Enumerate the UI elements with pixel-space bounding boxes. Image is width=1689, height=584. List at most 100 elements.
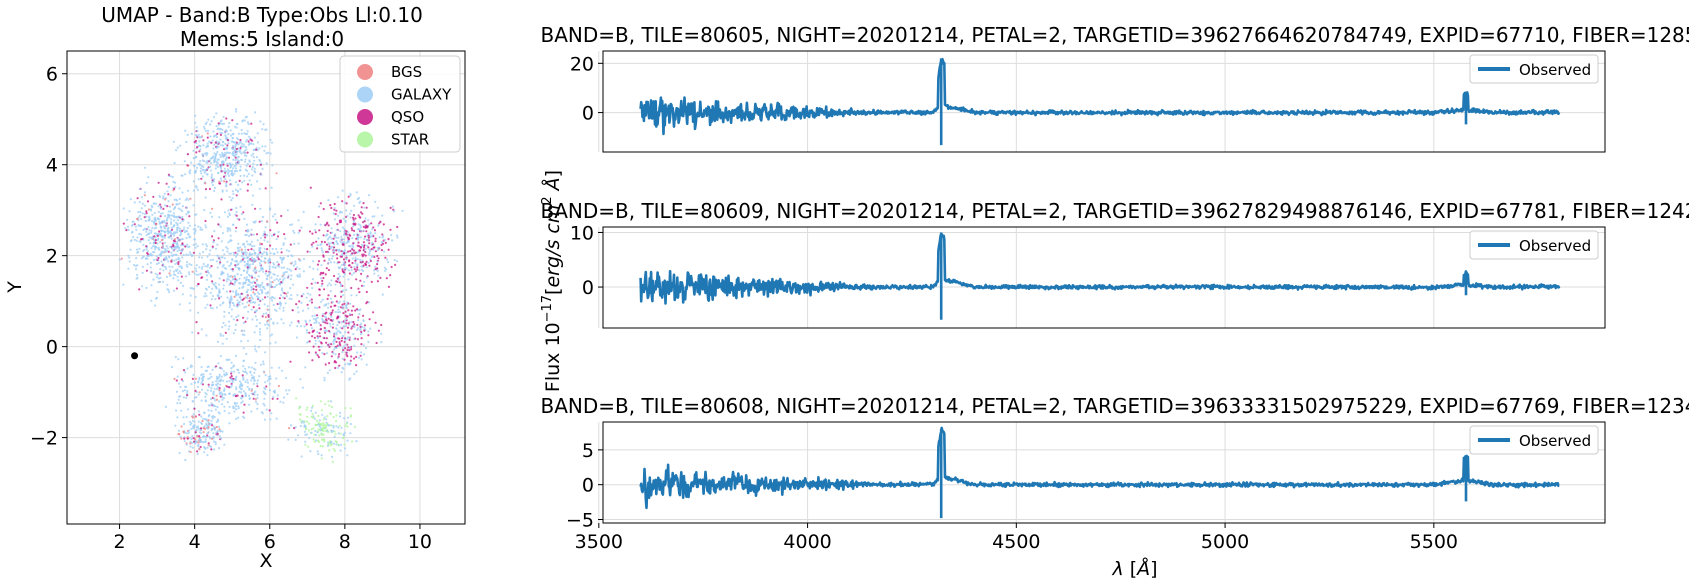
umap-point [318, 229, 321, 232]
umap-point [204, 168, 207, 171]
umap-point [279, 257, 282, 260]
umap-point [307, 429, 310, 432]
umap-point [207, 419, 210, 422]
umap-point [208, 159, 211, 162]
umap-point [256, 255, 259, 258]
umap-point [210, 427, 213, 431]
umap-point [389, 274, 392, 277]
umap-point [347, 322, 350, 325]
umap-point [323, 259, 326, 262]
umap-point [334, 283, 337, 286]
umap-point [176, 268, 179, 271]
umap-point [345, 337, 349, 340]
umap-point [306, 303, 309, 306]
umap-point [342, 241, 345, 244]
umap-point [376, 267, 379, 270]
umap-point [222, 155, 225, 158]
umap-point [275, 247, 278, 251]
umap-point [259, 163, 262, 166]
umap-point [202, 262, 205, 266]
umap-point [215, 398, 218, 401]
umap-point [178, 230, 181, 233]
spectrum-legend-label: Observed [1519, 61, 1591, 79]
umap-point [226, 273, 229, 276]
umap-point [233, 274, 236, 277]
umap-point [390, 265, 393, 269]
umap-point [145, 210, 148, 213]
umap-point [201, 276, 204, 279]
umap-point [213, 283, 216, 286]
umap-point [231, 163, 234, 166]
umap-point [327, 306, 330, 309]
umap-point [277, 384, 280, 388]
umap-point [239, 150, 242, 154]
umap-point [237, 132, 240, 135]
umap-point [227, 142, 230, 145]
umap-point [184, 458, 187, 462]
umap-point [371, 215, 374, 218]
umap-point [194, 415, 197, 418]
umap-point [337, 426, 340, 429]
umap-point [329, 204, 332, 207]
umap-point [133, 201, 136, 204]
umap-point [373, 215, 376, 218]
umap-point [140, 196, 143, 199]
umap-point [223, 393, 226, 396]
umap-point [178, 187, 181, 190]
wavelength-x-axis-label: λ [Å] [1111, 557, 1157, 580]
umap-point [198, 435, 201, 438]
umap-point [258, 147, 261, 150]
umap-point [396, 236, 399, 239]
umap-point [316, 268, 319, 271]
spectrum-legend-box [1469, 230, 1599, 260]
umap-point [220, 165, 223, 168]
umap-point [180, 409, 183, 412]
umap-point [228, 302, 231, 305]
umap-point [314, 342, 317, 345]
umap-point [341, 294, 345, 297]
umap-point [246, 301, 249, 304]
umap-point [336, 324, 339, 327]
umap-point [216, 132, 219, 135]
umap-point [157, 277, 160, 280]
umap-point [226, 215, 230, 218]
umap-point [314, 339, 317, 342]
umap-point [196, 130, 199, 133]
umap-point [157, 232, 160, 235]
umap-point [342, 300, 345, 303]
umap-point [218, 277, 221, 280]
umap-point [341, 243, 344, 246]
umap-point [300, 226, 303, 229]
umap-point [221, 151, 224, 154]
spectrum-y-tick-label: 5 [582, 440, 594, 462]
umap-point [246, 339, 250, 342]
spectrum-legend-label: Observed [1519, 432, 1591, 450]
umap-point [360, 337, 363, 340]
umap-point [347, 250, 350, 253]
umap-point [194, 114, 197, 117]
umap-point [235, 402, 239, 405]
umap-point [228, 392, 231, 395]
umap-point [327, 294, 330, 297]
umap-point [159, 232, 162, 235]
umap-point [152, 195, 155, 198]
umap-point [218, 425, 221, 428]
umap-point [157, 205, 160, 208]
umap-point [228, 163, 231, 166]
umap-point [270, 366, 273, 369]
umap-point [365, 363, 368, 366]
umap-point [362, 344, 365, 347]
umap-point [164, 214, 167, 218]
umap-point [321, 413, 324, 416]
umap-point [175, 379, 178, 382]
umap-point [241, 400, 244, 403]
umap-point [229, 290, 232, 293]
umap-point [229, 300, 232, 303]
umap-point [195, 166, 199, 169]
umap-point [349, 216, 352, 219]
umap-point [341, 337, 344, 340]
umap-point [352, 245, 355, 248]
umap-point [337, 443, 340, 446]
umap-point [270, 318, 273, 321]
umap-point [355, 191, 358, 194]
